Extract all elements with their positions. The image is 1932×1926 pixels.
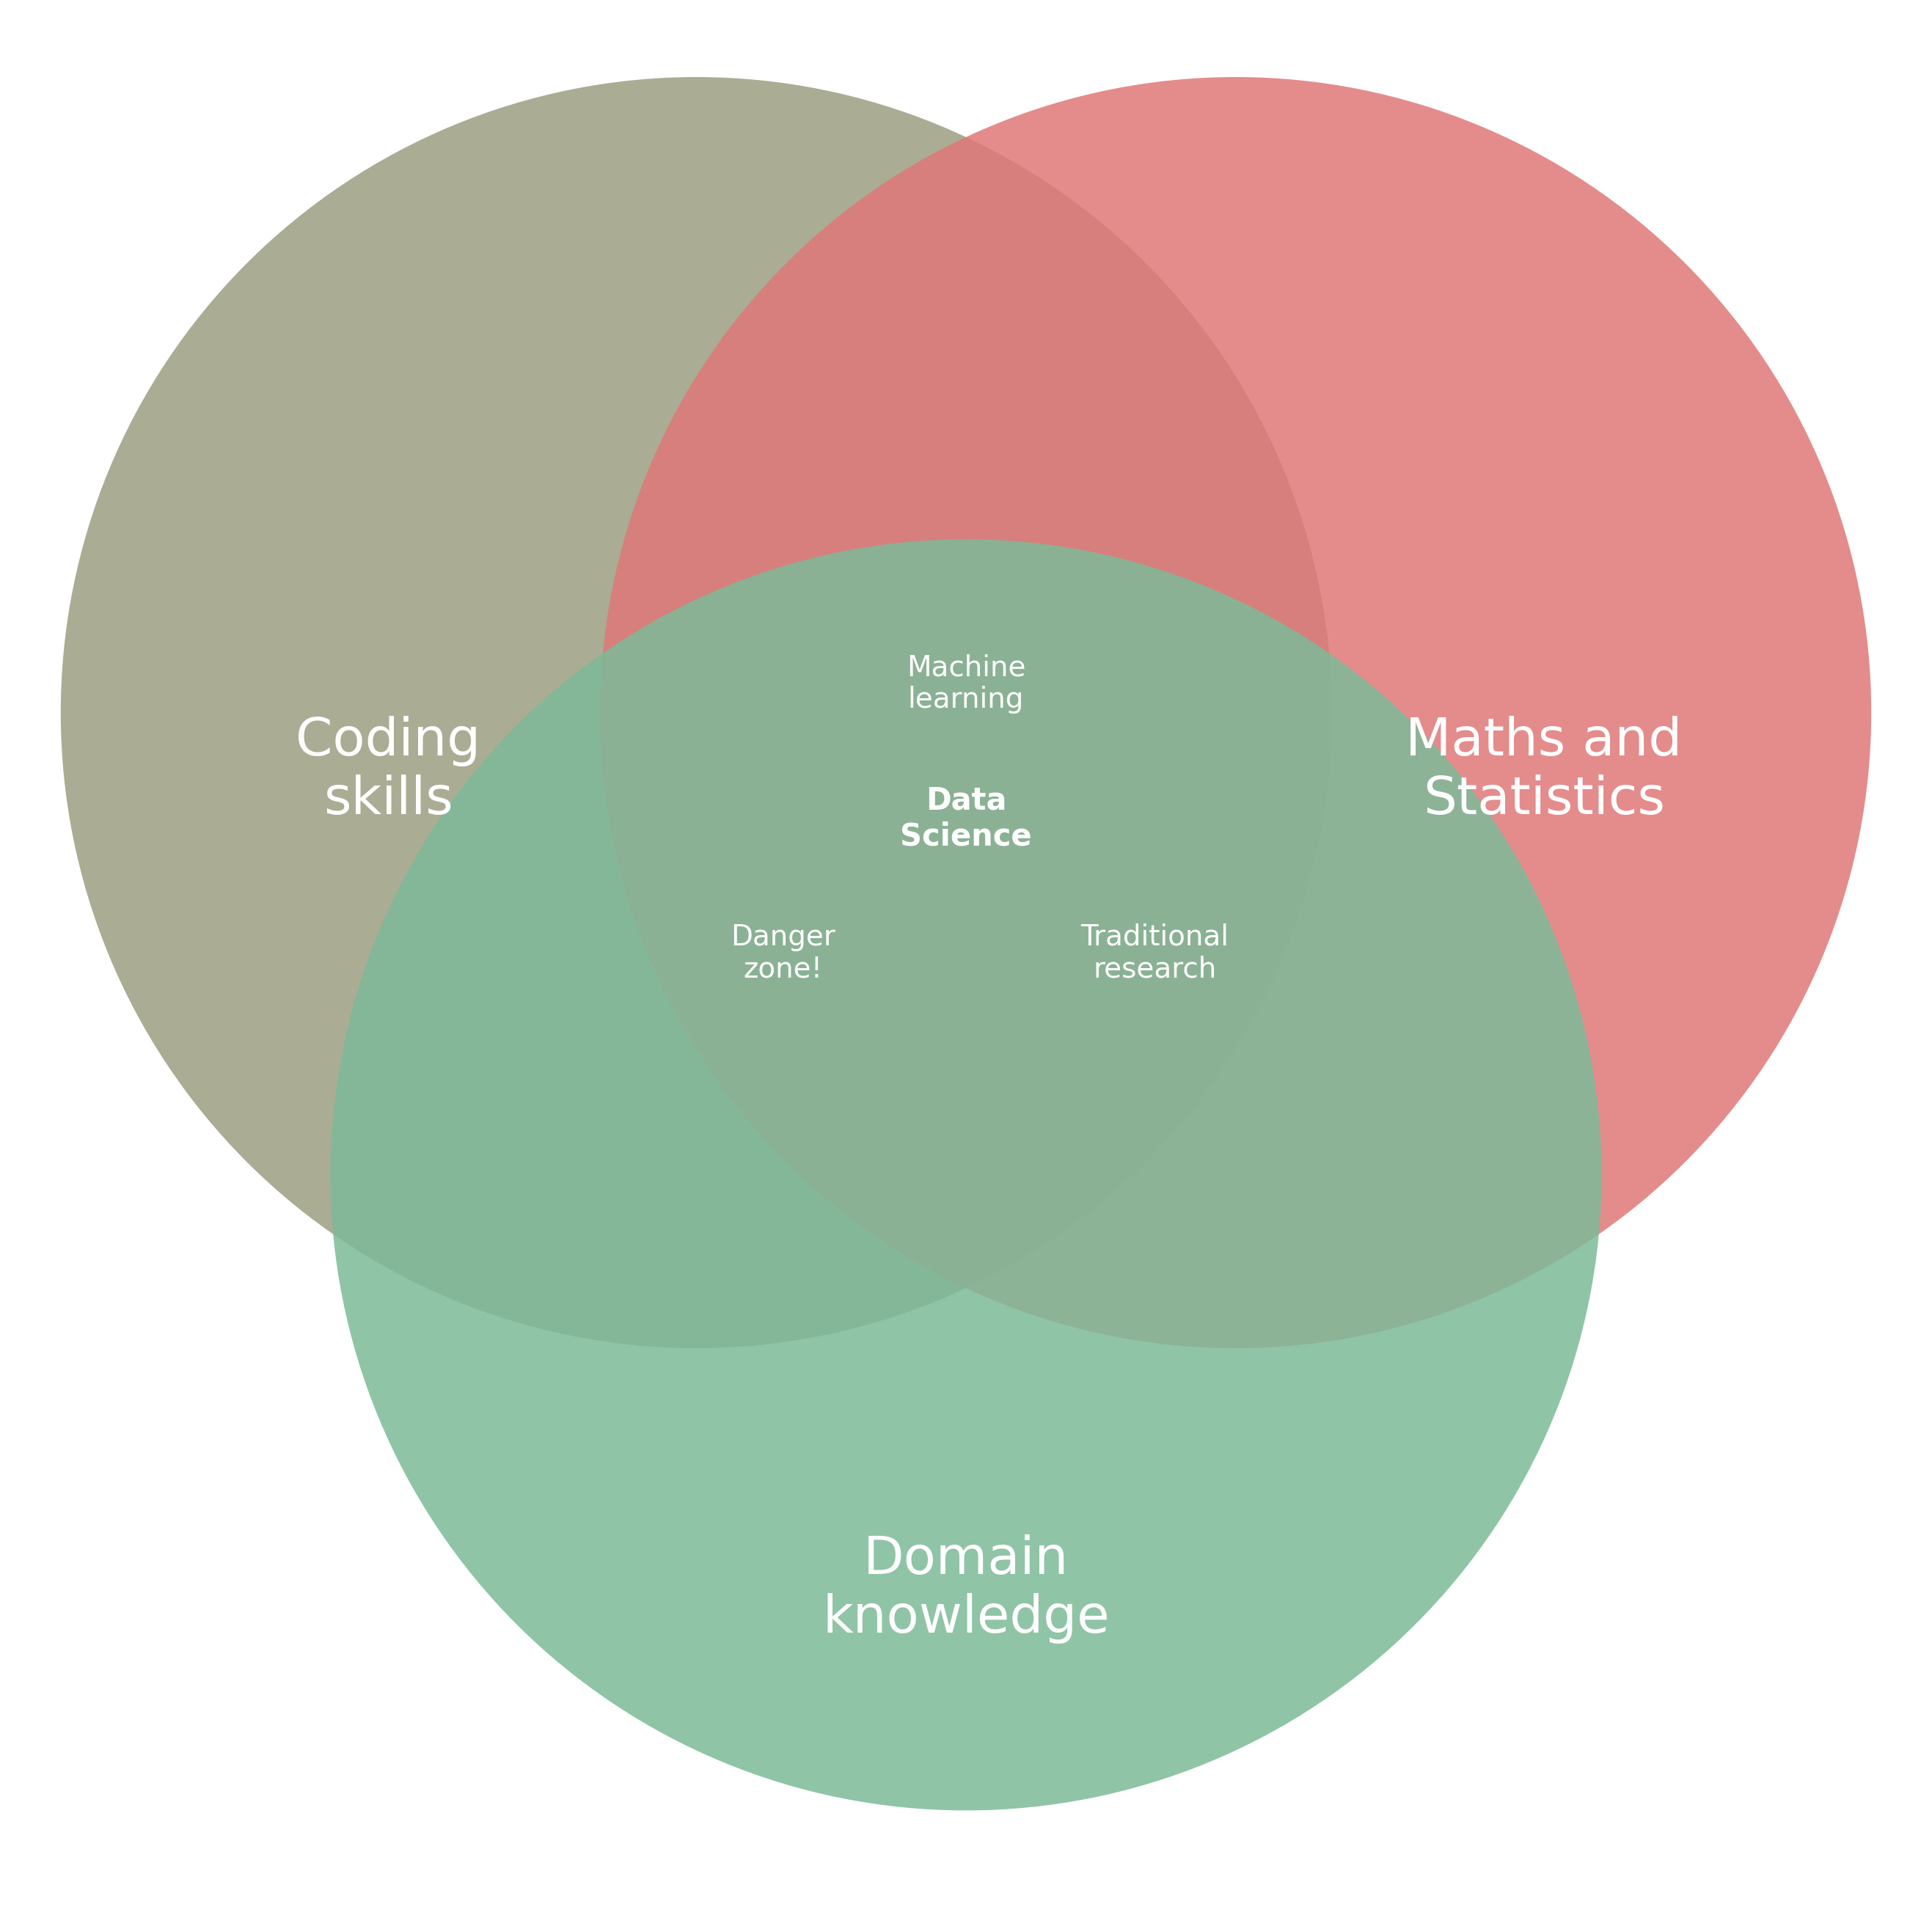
Text: Coding
skills: Coding skills — [296, 716, 481, 824]
Text: Machine
learning: Machine learning — [906, 653, 1026, 715]
Text: Danger
zone!: Danger zone! — [730, 923, 835, 984]
Circle shape — [330, 539, 1602, 1810]
Text: Maths and
Statistics: Maths and Statistics — [1406, 716, 1683, 824]
Circle shape — [60, 77, 1331, 1348]
Text: Data
Science: Data Science — [900, 786, 1032, 851]
Text: Domain
knowledge: Domain knowledge — [823, 1535, 1109, 1643]
Circle shape — [601, 77, 1872, 1348]
Text: Traditional
research: Traditional research — [1080, 923, 1229, 984]
